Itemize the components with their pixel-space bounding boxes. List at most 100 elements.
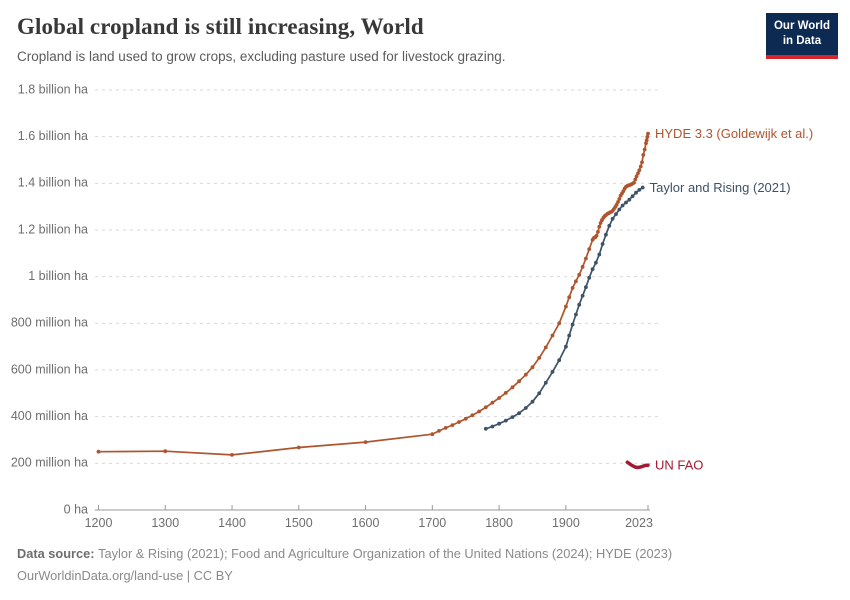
permalink-link[interactable]: OurWorldinData.org/land-use bbox=[17, 567, 184, 583]
series-point bbox=[596, 230, 600, 234]
series-point bbox=[537, 356, 542, 360]
series-point bbox=[510, 385, 515, 390]
y-axis-tick-label: 1 billion ha bbox=[28, 269, 88, 283]
series-point bbox=[590, 267, 595, 272]
x-axis-tick-label: 1600 bbox=[352, 516, 380, 530]
series-point bbox=[640, 185, 645, 190]
series-point bbox=[443, 426, 448, 430]
series-point bbox=[503, 391, 508, 395]
series-point bbox=[594, 233, 599, 238]
series-point bbox=[574, 312, 578, 317]
series-point bbox=[530, 399, 535, 404]
series-point bbox=[490, 424, 495, 429]
series-point bbox=[642, 147, 647, 152]
chart-header: Global cropland is still increasing, Wor… bbox=[17, 14, 750, 64]
series-point bbox=[597, 252, 602, 257]
owid-logo-line1: Our World bbox=[773, 20, 830, 32]
series-point bbox=[574, 279, 578, 284]
y-axis-tick-label: 1.2 billion ha bbox=[18, 222, 88, 236]
series-point bbox=[587, 275, 592, 280]
series-point bbox=[634, 190, 638, 195]
series-point bbox=[580, 293, 585, 298]
series-point bbox=[624, 200, 628, 205]
series-point bbox=[517, 379, 521, 384]
series-point bbox=[497, 396, 501, 400]
x-axis-tick-label: 1200 bbox=[85, 516, 113, 530]
series-point bbox=[457, 420, 461, 424]
series-line-1[interactable] bbox=[484, 186, 644, 430]
series-point bbox=[557, 321, 562, 326]
series-point bbox=[616, 200, 620, 204]
x-axis-tick-label: 1700 bbox=[418, 516, 446, 530]
series-point bbox=[614, 202, 619, 207]
series-line-2[interactable] bbox=[625, 460, 650, 470]
series-point bbox=[163, 449, 168, 454]
series-point bbox=[557, 358, 562, 363]
series-point bbox=[577, 302, 582, 307]
series-label-2: UN FAO bbox=[655, 458, 703, 473]
chart-subtitle: Cropland is land used to grow crops, exc… bbox=[17, 49, 506, 64]
series-point bbox=[543, 380, 548, 385]
series-point bbox=[610, 216, 615, 221]
line-chart[interactable]: 0 ha 200 million ha 400 million ha 600 mill… bbox=[0, 70, 850, 535]
series-point bbox=[632, 180, 636, 185]
y-axis-tick-label: 1.6 billion ha bbox=[18, 129, 88, 143]
series-point bbox=[296, 445, 301, 450]
series-line-0[interactable] bbox=[97, 132, 649, 456]
data-source-line: Data source: Taylor & Rising (2021); Foo… bbox=[17, 543, 833, 565]
series-point bbox=[584, 285, 588, 290]
series-point bbox=[641, 153, 646, 157]
series-point bbox=[587, 247, 592, 252]
y-axis-tick-label: 0 ha bbox=[64, 502, 88, 516]
series-point bbox=[490, 400, 495, 405]
series-point bbox=[617, 207, 622, 212]
series-point bbox=[584, 256, 588, 261]
series-point bbox=[638, 164, 643, 169]
data-source-label: Data source: bbox=[17, 546, 99, 561]
x-axis-tick-label: 1800 bbox=[485, 516, 513, 530]
series-point bbox=[645, 135, 650, 139]
x-axis-tick-label: 1300 bbox=[151, 516, 179, 530]
series-point bbox=[633, 177, 638, 182]
series-point bbox=[636, 171, 640, 176]
series-point bbox=[483, 426, 488, 431]
series-point bbox=[470, 413, 475, 418]
series-point bbox=[430, 432, 435, 437]
series-point bbox=[450, 423, 455, 427]
series-point bbox=[523, 372, 528, 377]
series-point bbox=[230, 453, 234, 457]
series-point bbox=[564, 304, 568, 309]
series-point bbox=[627, 197, 632, 202]
series-point bbox=[497, 421, 501, 426]
series-point bbox=[363, 440, 368, 444]
x-axis-tick-label: 1500 bbox=[285, 516, 313, 530]
data-source-value: Taylor & Rising (2021); Food and Agricul… bbox=[98, 546, 673, 561]
series-point bbox=[550, 333, 555, 338]
series-point bbox=[96, 449, 101, 454]
series-point bbox=[577, 272, 582, 277]
x-axis-tick-label: 1900 bbox=[552, 516, 580, 530]
series-point bbox=[530, 365, 535, 370]
series-point bbox=[567, 295, 572, 300]
series-point bbox=[617, 197, 622, 201]
series-point bbox=[437, 429, 441, 433]
owid-logo[interactable]: Our World in Data bbox=[765, 13, 838, 59]
series-point bbox=[646, 131, 650, 136]
series-label-0: HYDE 3.3 (Goldewijk et al.) bbox=[655, 126, 813, 141]
y-axis-tick-label: 1.8 billion ha bbox=[18, 82, 88, 96]
series-point bbox=[570, 322, 575, 327]
y-axis-tick-label: 600 million ha bbox=[11, 362, 88, 376]
series-point bbox=[477, 409, 481, 414]
series-point bbox=[604, 232, 608, 237]
series-point bbox=[644, 141, 648, 146]
series-point bbox=[637, 188, 642, 192]
series-point bbox=[630, 194, 635, 199]
series-point bbox=[510, 415, 515, 419]
series-point bbox=[600, 242, 605, 246]
series-point bbox=[607, 223, 612, 228]
series-point bbox=[550, 370, 555, 374]
series-point bbox=[523, 406, 528, 410]
series-point bbox=[620, 203, 625, 208]
y-axis-tick-label: 200 million ha bbox=[11, 456, 88, 470]
series-point bbox=[580, 265, 585, 269]
